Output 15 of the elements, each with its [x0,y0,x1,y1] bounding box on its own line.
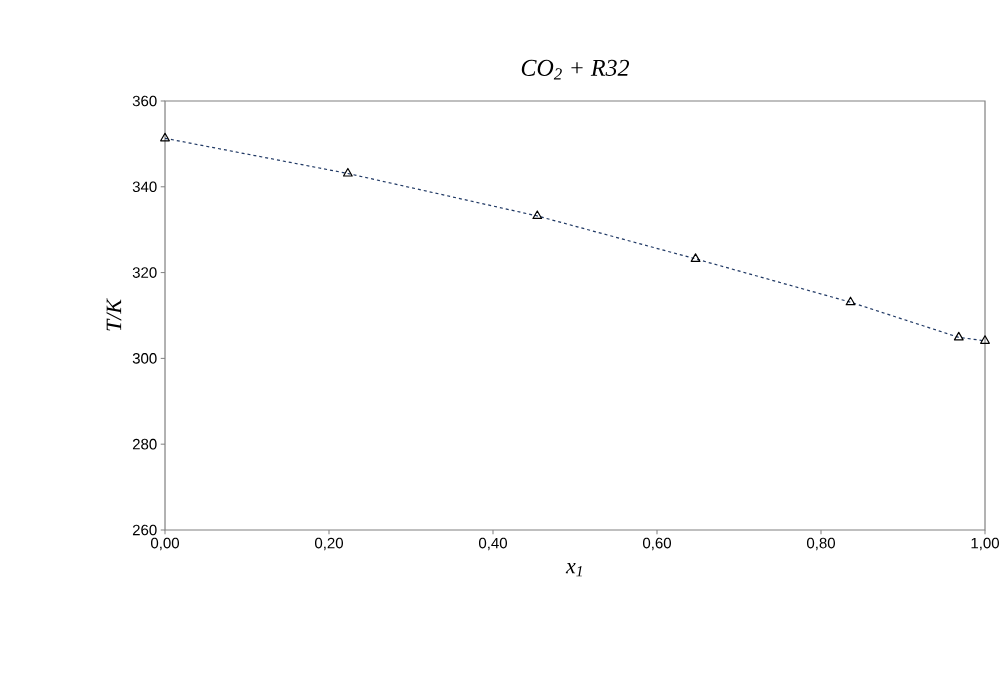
y-tick-label: 340 [132,181,157,193]
x-tick-label: 0,80 [806,537,835,551]
x-axis-title: x$_{1}$ [565,563,582,577]
y-tick-label: 260 [132,524,157,536]
y-tick-label: 360 [132,95,157,107]
x-tick-label: 1,00 [971,537,999,551]
y-tick-label: 300 [132,353,157,364]
x-tick-label: 0,60 [642,537,671,551]
x-tick-label: 0,40 [478,537,508,551]
y-tick-label: 320 [132,267,157,278]
y-tick-label: 280 [132,438,157,450]
y-axis-title: T/K [106,298,122,331]
chart-title: CO$_{2}$ + R32 [521,59,630,80]
x-tick-label: 0,00 [150,537,180,551]
x-tick-label: 0,20 [314,537,344,551]
